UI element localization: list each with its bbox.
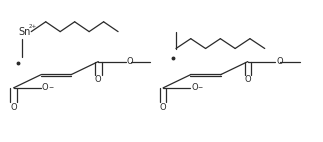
Text: O: O <box>95 75 102 84</box>
Text: O: O <box>192 83 198 92</box>
Text: −: − <box>48 84 54 89</box>
Text: 2+: 2+ <box>29 24 37 29</box>
Text: O: O <box>276 57 283 66</box>
Text: Sn: Sn <box>18 27 31 37</box>
Text: −: − <box>198 84 203 89</box>
Text: O: O <box>160 103 166 112</box>
Text: O: O <box>42 83 48 92</box>
Text: O: O <box>245 75 251 84</box>
Text: O: O <box>10 103 17 112</box>
Text: O: O <box>127 57 133 66</box>
